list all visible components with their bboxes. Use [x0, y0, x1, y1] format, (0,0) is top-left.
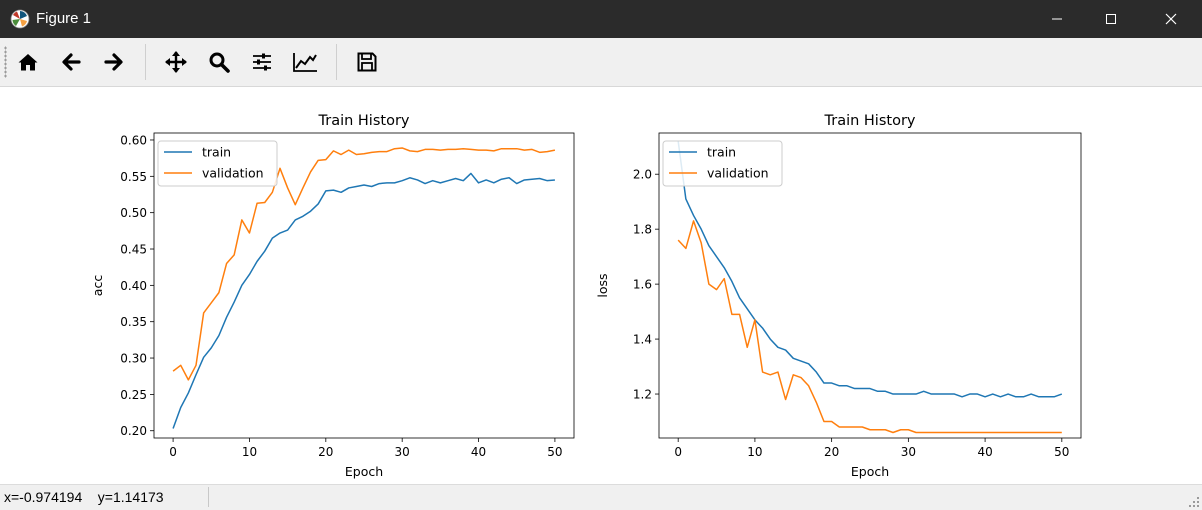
window-titlebar: Figure 1: [0, 0, 1202, 38]
legend: train validation: [662, 140, 783, 187]
x-tick-label: 50: [1054, 445, 1069, 459]
y-tick-label: 0.20: [120, 424, 147, 438]
save-button[interactable]: [349, 44, 385, 80]
x-tick-label: 10: [242, 445, 257, 459]
move-icon: [165, 51, 187, 73]
sliders-icon: [253, 53, 271, 71]
x-tick-label: 50: [547, 445, 562, 459]
magnifier-icon: [209, 52, 230, 73]
chart-title: Train History: [824, 113, 916, 129]
line-chart-icon: [293, 53, 317, 72]
zoom-button[interactable]: [201, 44, 237, 80]
minimize-icon: [1052, 18, 1062, 20]
series-line-validation: [677, 220, 1062, 434]
toolbar-separator: [336, 44, 337, 80]
window-title: Figure 1: [36, 10, 92, 27]
figure-canvas[interactable]: 0 10 20 30 40 50 0.20 0.25 0.30 0.35 0.40 0.45 0.50 0…: [0, 87, 1202, 484]
x-tick-label: 20: [824, 445, 839, 459]
legend-label-train: train: [202, 145, 231, 160]
y-axis-label: loss: [595, 273, 610, 297]
maximize-icon: [1106, 14, 1116, 24]
x-tick-label: 30: [395, 445, 410, 459]
legend-label-validation: validation: [202, 166, 264, 181]
x-tick-label: 20: [318, 445, 333, 459]
subplots-button[interactable]: [244, 44, 280, 80]
status-separator: [208, 487, 209, 507]
series-line-validation: [172, 147, 556, 381]
y-tick-label: 0.50: [120, 206, 147, 220]
chart-2: 0 10 20 30 40 50 1.2 1.4 1.6 1.8 2.0 Train History E…: [595, 113, 1082, 479]
back-button[interactable]: [53, 44, 89, 80]
y-tick-label: 0.45: [120, 243, 147, 257]
forward-button[interactable]: [96, 44, 132, 80]
chart-1: 0 10 20 30 40 50 0.20 0.25 0.30 0.35 0.40 0.45 0.50 0…: [90, 113, 575, 479]
resize-grip-icon[interactable]: [1188, 496, 1200, 508]
toolbar-separator: [145, 44, 146, 80]
x-tick-label: 0: [169, 445, 177, 459]
figure-svg[interactable]: 0 10 20 30 40 50 0.20 0.25 0.30 0.35 0.40 0.45 0.50 0…: [0, 87, 1202, 484]
plot-frame: [658, 132, 1082, 439]
pan-button[interactable]: [158, 44, 194, 80]
y-tick-label: 1.2: [633, 388, 652, 402]
chart-title: Train History: [318, 113, 410, 129]
y-tick-label: 0.40: [120, 279, 147, 293]
legend-label-train: train: [707, 145, 736, 160]
y-tick-label: 1.6: [633, 278, 652, 292]
y-tick-label: 0.30: [120, 352, 147, 366]
x-tick-label: 40: [977, 445, 992, 459]
floppy-disk-icon: [357, 52, 377, 72]
x-axis-label: Epoch: [851, 464, 889, 479]
x-tick-label: 40: [471, 445, 486, 459]
y-tick-label: 0.25: [120, 388, 147, 402]
arrow-left-icon: [62, 53, 81, 71]
series-line-train: [172, 172, 555, 429]
y-tick-label: 0.60: [120, 133, 147, 147]
x-tick-label: 10: [747, 445, 762, 459]
status-bar: x=-0.974194 y=1.14173: [0, 484, 1202, 510]
close-button[interactable]: [1146, 0, 1196, 38]
edit-axes-button[interactable]: [287, 44, 323, 80]
y-tick-label: 1.8: [633, 223, 652, 237]
minimize-button[interactable]: [1032, 0, 1082, 38]
legend: train validation: [157, 140, 278, 187]
legend-label-validation: validation: [707, 166, 769, 181]
x-tick-label: 30: [901, 445, 916, 459]
close-icon: [1165, 13, 1177, 25]
arrow-right-icon: [104, 53, 123, 71]
x-tick-label: 0: [674, 445, 682, 459]
matplotlib-logo-icon: [10, 9, 30, 29]
maximize-button[interactable]: [1086, 0, 1136, 38]
home-icon: [18, 54, 38, 71]
y-tick-label: 0.35: [120, 315, 147, 329]
y-tick-label: 1.4: [633, 333, 652, 347]
series-line-train: [677, 141, 1063, 398]
x-axis-label: Epoch: [345, 464, 383, 479]
navigation-toolbar: [0, 38, 1202, 87]
cursor-coordinates: x=-0.974194 y=1.14173: [4, 489, 164, 505]
y-tick-label: 2.0: [633, 168, 652, 182]
home-button[interactable]: [10, 44, 46, 80]
y-tick-label: 0.55: [120, 170, 147, 184]
y-axis-label: acc: [90, 275, 105, 297]
toolbar-grip[interactable]: [4, 46, 7, 78]
